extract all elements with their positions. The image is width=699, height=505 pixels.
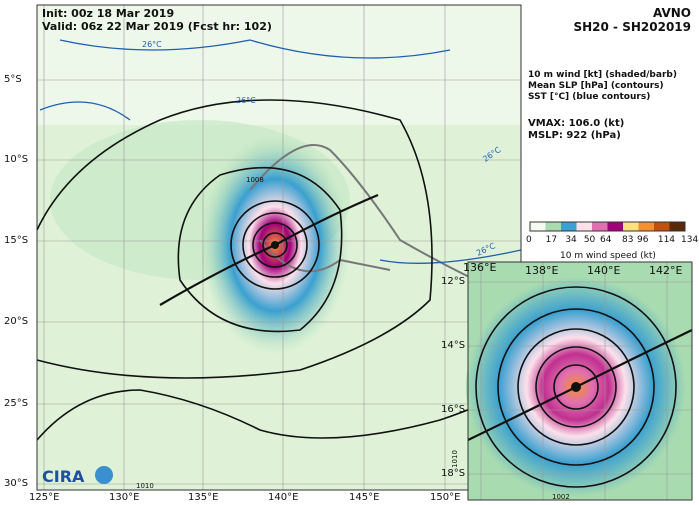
lon-label: 150°E bbox=[430, 492, 461, 503]
lat-label: 10°S bbox=[4, 154, 29, 165]
lon-label: 135°E bbox=[188, 492, 219, 503]
lon-label: 140°E bbox=[268, 492, 299, 503]
lat-label: 15°S bbox=[4, 235, 29, 246]
colorbar-tick: 134 bbox=[681, 235, 699, 245]
inset-lon-label: 140°E bbox=[587, 264, 621, 277]
cira-logo: CIRA bbox=[42, 466, 113, 486]
inset-lat-label: 18°S bbox=[441, 468, 466, 479]
colorbar-swatch bbox=[561, 222, 577, 231]
inset-contour-label: 1002 bbox=[552, 493, 570, 501]
colorbar-swatch bbox=[576, 222, 593, 231]
colorbar-swatch bbox=[607, 222, 624, 231]
inset-lat-label: 12°S bbox=[441, 276, 466, 287]
colorbar bbox=[529, 221, 686, 232]
colorbar-swatch bbox=[530, 222, 546, 231]
lon-label: 145°E bbox=[349, 492, 380, 503]
storm-stats: VMAX: 106.0 (kt) MSLP: 922 (hPa) bbox=[528, 118, 624, 142]
colorbar-swatch bbox=[638, 222, 655, 231]
colorbar-swatch bbox=[654, 222, 670, 231]
field-legend: 10 m wind [kt] (shaded/barb) Mean SLP [h… bbox=[528, 70, 677, 103]
colorbar-tick: 96 bbox=[637, 235, 649, 245]
lat-label: 25°S bbox=[4, 398, 29, 409]
lon-label: 130°E bbox=[109, 492, 140, 503]
inset-lat-label: 16°S bbox=[441, 404, 466, 415]
colorbar-tick: 17 bbox=[545, 235, 558, 245]
colorbar-tick: 83 bbox=[622, 235, 634, 245]
sst-label: 26°C bbox=[236, 96, 256, 105]
slp-contour-label: 1010 bbox=[136, 482, 154, 490]
init-time: Init: 00z 18 Mar 2019 bbox=[42, 7, 175, 20]
vmax: VMAX: 106.0 (kt) bbox=[528, 118, 625, 129]
svg-text:CIRA: CIRA bbox=[42, 467, 85, 486]
colorbar-tick: 34 bbox=[565, 235, 577, 245]
inset-lon-label: 142°E bbox=[649, 264, 683, 277]
slp-contour-label: 1008 bbox=[246, 176, 264, 184]
inset-lon-label: 136°E bbox=[463, 261, 497, 274]
colorbar-tick: 50 bbox=[583, 235, 596, 245]
colorbar-tick: 64 bbox=[600, 235, 612, 245]
lat-label: 20°S bbox=[4, 316, 29, 327]
mslp: MSLP: 922 (hPa) bbox=[528, 130, 621, 141]
colorbar-swatch bbox=[592, 222, 608, 231]
colorbar-title: 10 m wind speed (kt) bbox=[560, 251, 656, 261]
colorbar-tick: 114 bbox=[657, 235, 676, 245]
colorbar-tick: 0 bbox=[526, 235, 532, 245]
colorbar-swatch bbox=[669, 222, 686, 231]
lon-label: 125°E bbox=[29, 492, 60, 503]
legend-line: Mean SLP [hPa] (contours) bbox=[528, 81, 664, 91]
inset-lat-label: 14°S bbox=[441, 340, 466, 351]
storm-center-marker bbox=[271, 241, 279, 249]
legend-line: 10 m wind [kt] (shaded/barb) bbox=[528, 70, 677, 80]
inset-map bbox=[466, 261, 693, 501]
slp-contours bbox=[36, 99, 522, 441]
valid-time: Valid: 06z 22 Mar 2019 (Fcst hr: 102) bbox=[42, 20, 272, 33]
legend-line: SST [°C] (blue contours) bbox=[528, 92, 651, 102]
inset-contour-label: 1010 bbox=[450, 450, 459, 468]
colorbar-swatch bbox=[623, 222, 639, 231]
sst-contours bbox=[39, 39, 522, 264]
colorbar-swatch bbox=[545, 222, 562, 231]
sst-label: 26°C bbox=[142, 40, 162, 49]
lat-label: 5°S bbox=[4, 74, 22, 85]
lat-label: 30°S bbox=[4, 478, 29, 489]
model-title: AVNO SH20 - SH202019 bbox=[573, 6, 691, 34]
inset-lon-label: 138°E bbox=[525, 264, 559, 277]
model-name: AVNO bbox=[652, 6, 691, 20]
storm-id: SH20 - SH202019 bbox=[573, 20, 691, 34]
